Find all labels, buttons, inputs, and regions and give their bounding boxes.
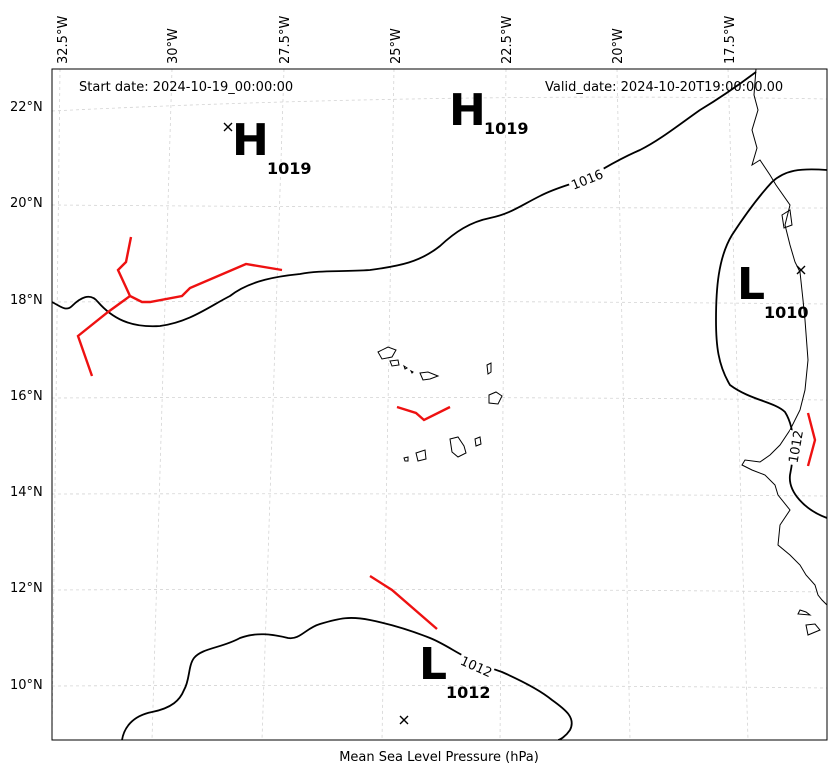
center-markers xyxy=(223,122,806,725)
high-value-north: 1019 xyxy=(484,119,529,138)
lon-label-27-5w: 27.5°W xyxy=(278,16,293,64)
lat-label-10n: 10°N xyxy=(10,678,43,693)
lat-label-22n: 22°N xyxy=(10,100,43,115)
isobar-label-1012-east: 1012 xyxy=(786,429,807,464)
graticule xyxy=(52,69,827,740)
isobar-1012-south xyxy=(121,617,573,740)
lat-label-18n: 18°N xyxy=(10,293,43,308)
lat-label-20n: 20°N xyxy=(10,196,43,211)
lon-label-32-5w: 32.5°W xyxy=(56,16,71,64)
fronts xyxy=(76,236,817,630)
lon-label-22-5w: 22.5°W xyxy=(500,16,515,64)
map-title: Mean Sea Level Pressure (hPa) xyxy=(339,750,539,765)
valid-date-label: Valid_date: 2024-10-20T19:00:00.00 xyxy=(545,80,783,95)
high-symbol-west: H xyxy=(232,115,269,166)
high-symbol-north: H xyxy=(449,85,486,136)
coastline-africa xyxy=(741,69,827,636)
low-symbol-east: L xyxy=(737,259,765,310)
start-date-label: Start date: 2024-10-19_00:00:00 xyxy=(79,80,293,95)
lon-label-25w: 25°W xyxy=(389,28,404,64)
lon-label-20w: 20°W xyxy=(611,28,626,64)
longitude-labels: 32.5°W 30°W 27.5°W 25°W 22.5°W 20°W 17.5… xyxy=(56,16,738,64)
lat-label-16n: 16°N xyxy=(10,389,43,404)
lon-label-17-5w: 17.5°W xyxy=(723,16,738,64)
low-value-south: 1012 xyxy=(446,683,491,702)
map-frame xyxy=(51,68,828,741)
low-value-east: 1010 xyxy=(764,303,809,322)
low-symbol-south: L xyxy=(419,639,447,690)
high-value-west: 1019 xyxy=(267,159,312,178)
latitude-labels: 22°N 20°N 18°N 16°N 14°N 12°N 10°N xyxy=(10,100,43,693)
pressure-centers: H 1019 H 1019 L 1010 L 1012 xyxy=(232,85,809,702)
isobar-1012-east xyxy=(715,168,827,519)
lon-label-30w: 30°W xyxy=(166,28,181,64)
lat-label-14n: 14°N xyxy=(10,485,43,500)
cape-verde-islands xyxy=(377,346,503,462)
lat-label-12n: 12°N xyxy=(10,581,43,596)
